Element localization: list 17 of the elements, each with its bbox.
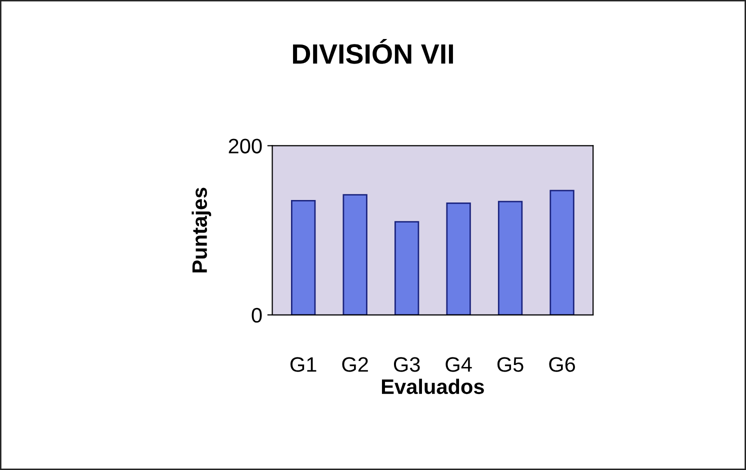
bar — [290, 200, 316, 315]
y-axis-title: Puntajes — [192, 188, 212, 272]
chart-title: DIVISIÓN VII — [293, 38, 453, 64]
bar — [498, 200, 523, 315]
x-axis-title: Evaluados — [382, 378, 484, 394]
bar — [446, 202, 471, 315]
x-tick-label: G4 — [446, 357, 472, 372]
x-tick-label: G6 — [549, 357, 576, 372]
x-tick-label: G3 — [394, 357, 420, 372]
x-tick-label: G2 — [342, 357, 368, 372]
y-tick-label: 200 — [228, 138, 262, 154]
x-tick-label: G5 — [497, 357, 524, 372]
bar — [394, 221, 420, 315]
x-tick-label: G1 — [290, 357, 316, 372]
y-tick-label: 0 — [252, 308, 262, 323]
bar — [342, 194, 368, 315]
bar — [550, 190, 574, 315]
